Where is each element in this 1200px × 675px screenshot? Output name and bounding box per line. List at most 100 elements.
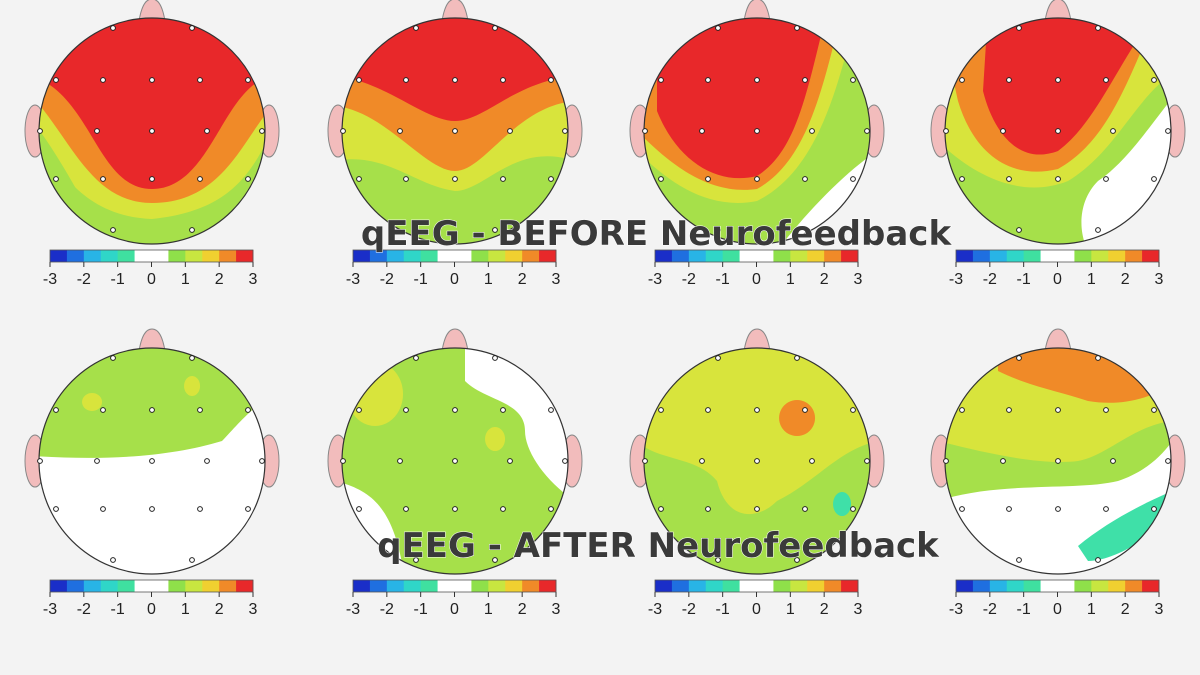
electrode: [53, 176, 59, 182]
electrode: [1000, 458, 1006, 464]
region: [983, 18, 1158, 155]
electrode: [149, 506, 155, 512]
electrode: [959, 176, 965, 182]
colorbar-segment: [471, 250, 489, 262]
tick-label: 2: [1121, 601, 1130, 618]
colorbar-segment: [117, 580, 135, 592]
electrode: [149, 407, 155, 413]
electrode: [850, 176, 856, 182]
electrode: [754, 407, 760, 413]
colorbar-segment: [1057, 250, 1075, 262]
colorbar-segment: [1091, 250, 1109, 262]
head: [24, 328, 280, 575]
tick-label: 0: [450, 601, 459, 618]
colorbar-segment: [219, 580, 237, 592]
colorbar-segment: [655, 580, 673, 592]
electrode: [245, 77, 251, 83]
electrode: [794, 227, 800, 233]
electrode: [809, 128, 815, 134]
tick-label: -1: [111, 601, 125, 618]
colorbar-segment: [488, 250, 506, 262]
electrode: [699, 458, 705, 464]
tick-label: -3: [949, 601, 963, 618]
colorbar: -3 -2 -1 0 1 2 3: [648, 249, 863, 288]
colorbar-segment: [807, 250, 825, 262]
head: [629, 328, 885, 575]
electrode: [548, 407, 554, 413]
colorbar-segment: [1040, 250, 1058, 262]
colorbar-segment: [66, 250, 85, 262]
tick-label: -3: [346, 601, 360, 618]
electrode: [110, 25, 116, 31]
electrode: [100, 77, 106, 83]
electrode: [548, 77, 554, 83]
colorbar-segment: [100, 580, 119, 592]
tick-label: -2: [682, 601, 696, 618]
electrode: [403, 407, 409, 413]
electrode: [245, 506, 251, 512]
electrode: [705, 176, 711, 182]
electrode: [413, 25, 419, 31]
colorbar-segment: [403, 580, 422, 592]
colorbar-segment: [522, 250, 540, 262]
tick-label: -2: [77, 271, 91, 288]
colorbar-segment: [50, 580, 68, 592]
colorbar-segment: [1074, 580, 1092, 592]
electrode: [658, 407, 664, 413]
electrode: [452, 407, 458, 413]
head: [930, 328, 1186, 575]
colorbar-segment: [989, 580, 1008, 592]
electrode: [397, 458, 403, 464]
electrode: [562, 458, 568, 464]
colorbar-segment: [1023, 580, 1041, 592]
electrode: [452, 458, 458, 464]
electrode: [356, 176, 362, 182]
electrode: [802, 506, 808, 512]
electrode: [1016, 25, 1022, 31]
colorbar-segment: [841, 580, 859, 592]
electrode: [356, 506, 362, 512]
electrode: [1055, 407, 1061, 413]
electrode: [754, 176, 760, 182]
electrode: [809, 458, 815, 464]
electrode: [189, 355, 195, 361]
colorbar-segment: [972, 580, 991, 592]
electrode: [1016, 557, 1022, 563]
electrode: [658, 77, 664, 83]
electrode: [959, 407, 965, 413]
electrode: [452, 128, 458, 134]
electrode: [452, 506, 458, 512]
electrode: [492, 557, 498, 563]
tick-label: 0: [147, 601, 156, 618]
colorbar-segment: [756, 580, 774, 592]
electrode: [1095, 355, 1101, 361]
tick-label: -1: [1017, 271, 1031, 288]
electrode: [110, 355, 116, 361]
colorbar-segment: [739, 580, 757, 592]
electrode: [1016, 227, 1022, 233]
tick-label: -2: [380, 601, 394, 618]
colorbar-segment: [134, 580, 152, 592]
colorbar-segment: [420, 580, 438, 592]
electrode: [197, 407, 203, 413]
electrode: [452, 176, 458, 182]
tick-label: 3: [854, 271, 863, 288]
electrode: [1006, 77, 1012, 83]
nose: [441, 328, 469, 352]
electrode: [1016, 355, 1022, 361]
electrode: [705, 407, 711, 413]
colorbar-segment: [151, 250, 169, 262]
nose: [743, 328, 771, 352]
electrode: [1055, 128, 1061, 134]
electrode: [850, 407, 856, 413]
colorbar-segment: [100, 250, 119, 262]
electrode: [850, 506, 856, 512]
colorbar-segment: [671, 250, 690, 262]
tick-label: 3: [1155, 271, 1164, 288]
electrode: [204, 458, 210, 464]
colorbar-segment: [168, 250, 186, 262]
electrode: [507, 128, 513, 134]
electrode: [715, 355, 721, 361]
electrode: [1110, 128, 1116, 134]
electrode: [715, 25, 721, 31]
